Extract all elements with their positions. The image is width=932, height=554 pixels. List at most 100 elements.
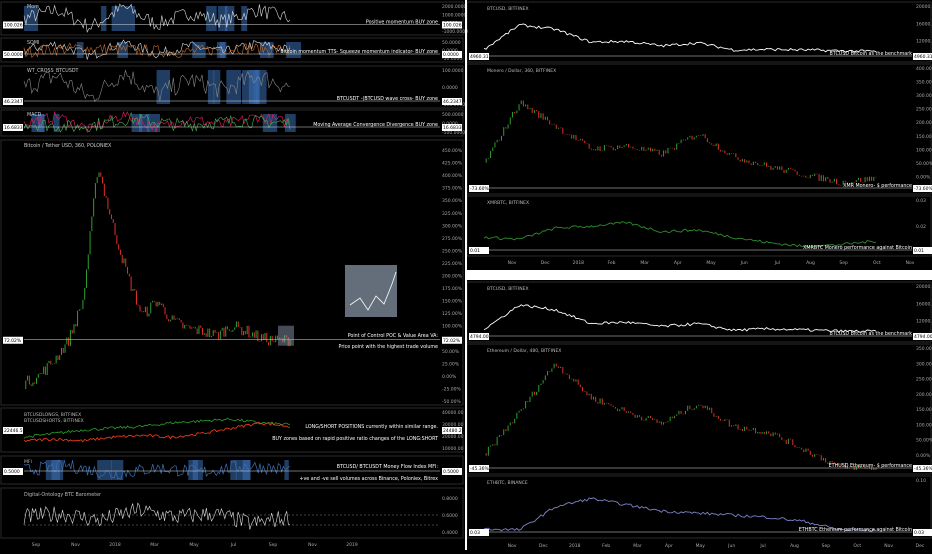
rt-xmr-candle	[831, 181, 833, 183]
rt-xmr-candle	[702, 134, 704, 136]
main-axis-tick: 25.00%	[442, 361, 460, 367]
main-axis-tick: 125.00%	[442, 311, 463, 317]
rb-eth-candle	[606, 402, 608, 404]
rt-btc-axis-tick: 12000.00	[916, 39, 932, 45]
main-candle	[200, 325, 202, 328]
rb-eth-candle	[836, 463, 838, 465]
rt-xaxis-tick: Jul	[774, 260, 780, 266]
inset-curve	[349, 271, 397, 311]
pane-badge-right: 0.0000	[443, 52, 459, 58]
main-candle	[107, 197, 109, 210]
rt-xmr-candle	[875, 176, 877, 178]
main-candle	[62, 348, 64, 353]
pane-axis-tick: 500.0000	[442, 112, 464, 118]
rt-xmr-candle	[717, 143, 719, 150]
rb-eth-candle	[630, 411, 632, 413]
rt-xmr-candle	[864, 177, 866, 183]
rt-xmr-candle	[575, 135, 577, 141]
rt-xmr-candle	[833, 178, 835, 182]
rb-eth-candle	[860, 466, 862, 468]
rb-eth-candle	[709, 407, 711, 410]
main-candle	[182, 322, 184, 329]
main-candle	[209, 328, 211, 338]
rb-eth-candle	[820, 455, 822, 461]
buy-zone-box	[268, 42, 274, 58]
rt-xmr-candle	[577, 140, 579, 141]
rb-eth-candle	[634, 414, 636, 418]
main-axis-tick: 450.00%	[442, 148, 463, 154]
main-pane-frame	[0, 139, 464, 406]
rb-eth-candle	[746, 426, 748, 430]
main-candle	[273, 341, 275, 343]
rb-eth-candle	[702, 405, 704, 409]
rb-eth-candle	[641, 416, 643, 421]
main-candle	[284, 335, 286, 343]
rb-eth-candle	[847, 466, 849, 469]
baro-axis-tick: 0.8000	[442, 496, 458, 502]
main-candle	[134, 288, 136, 291]
main-axis-tick: 225.00%	[442, 261, 463, 267]
rt-xmr-candle	[527, 104, 529, 110]
rb-eth-candle	[533, 391, 535, 396]
buy-zone-box	[131, 114, 143, 132]
main-candle	[100, 172, 102, 177]
rt-xmr-candle	[641, 146, 643, 151]
mfi-title: MFI	[24, 459, 32, 465]
rb-eth-candle	[612, 405, 614, 407]
main-candle	[219, 330, 221, 340]
rt-xmr-candle	[735, 153, 737, 158]
macd-signal-line	[23, 112, 291, 133]
horizontal-divider	[467, 270, 932, 280]
main-axis-tick: -50.00%	[442, 399, 462, 405]
rb-eth-candle	[680, 410, 682, 414]
rt-xmr-candle	[492, 147, 494, 152]
rt-xmr-candle	[485, 158, 487, 163]
rb-eth-candle	[816, 454, 818, 455]
rb-ratio-badge-left: 0.03	[470, 530, 480, 536]
main-candle	[143, 311, 145, 313]
oscillator-line	[23, 69, 291, 103]
rt-btc-badge-right-box	[913, 53, 932, 60]
main-candle	[280, 337, 282, 339]
rt-xmr-candle	[538, 111, 540, 119]
rt-xmr-candle	[691, 135, 693, 140]
pane-axis-tick: 1000.0000	[442, 12, 466, 18]
main-candle	[121, 254, 123, 264]
rb-eth-candle	[557, 366, 559, 369]
main-candle	[53, 363, 55, 365]
main-axis-tick: 275.00%	[442, 236, 463, 242]
main-candle	[218, 332, 220, 340]
rt-xmr-candle	[680, 139, 682, 144]
rt-xmr-axis-tick: 300.00%	[916, 93, 932, 99]
baro-line	[23, 502, 291, 530]
rt-xaxis-tick: Apr	[674, 260, 682, 266]
oscillator-line	[23, 39, 291, 60]
rb-eth-candle	[811, 454, 813, 457]
buy-zone-box	[31, 114, 45, 132]
buy-zone-box	[100, 6, 107, 31]
rb-eth-candle	[577, 379, 579, 385]
mfi-annotation-sub: +ve and -ve sell volumes across Binance,…	[299, 476, 438, 482]
chart-text-layer: Mom2000.00001000.00000.0000-1000.0000100…	[3, 4, 932, 549]
baro-title: Digital-Ontology BTC Barometer	[24, 492, 101, 498]
rt-xmr-candle	[847, 182, 849, 185]
rb-eth-badge-right: -45.36%	[914, 466, 932, 472]
rt-xmr-candle	[709, 142, 711, 144]
rb-btc-axis-tick: 20000.00	[916, 284, 932, 290]
mfi-badge-left-box	[3, 468, 23, 475]
rb-eth-candle	[571, 378, 573, 380]
pane-frame	[0, 65, 464, 109]
longs-axis-tick: 40000.00	[442, 410, 464, 416]
longs-axis-tick: 30000.00	[442, 422, 464, 428]
main-candle	[157, 301, 159, 307]
main-candle	[162, 303, 164, 308]
rt-xmr-candle	[625, 144, 627, 146]
rt-xmr-candle	[540, 113, 542, 119]
pane-frame	[0, 109, 464, 137]
rt-xaxis-tick: Mar	[640, 260, 649, 266]
mfi-zone-box	[284, 460, 289, 480]
rb-eth-candle	[645, 418, 647, 421]
rt-xmr-axis-tick: 0.00%	[916, 174, 931, 180]
rb-eth-candle	[649, 415, 651, 419]
rb-eth-candle	[595, 396, 597, 402]
